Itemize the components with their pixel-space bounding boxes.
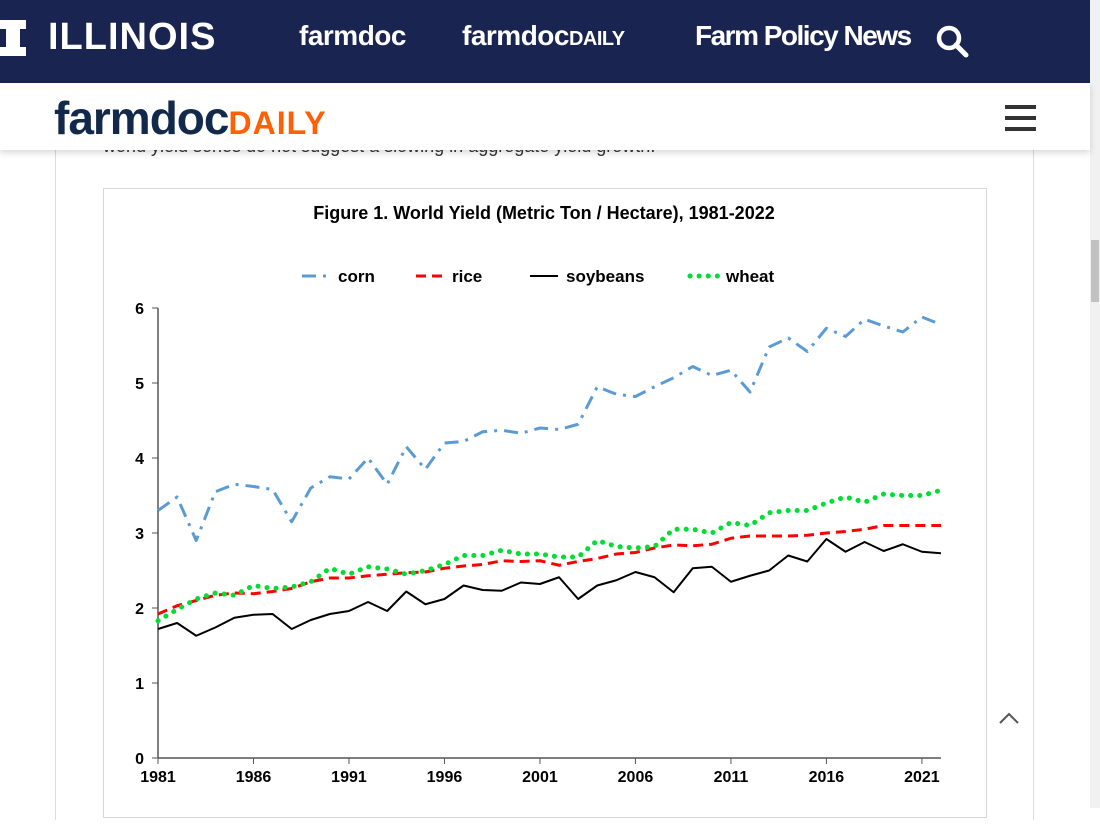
series-lines — [155, 315, 944, 637]
series-line-wheat — [155, 487, 944, 624]
legend-label-corn: corn — [338, 267, 375, 286]
y-tick-label: 4 — [135, 451, 144, 468]
x-tick-label: 1996 — [427, 769, 463, 786]
legend-label-soybeans: soybeans — [566, 267, 644, 286]
axes: 0 1 2 3 4 5 6 1981 1986 1991 1996 2001 2006 2011 2016 2… — [135, 301, 941, 786]
x-tick-label: 2021 — [904, 769, 940, 786]
series-line-rice — [157, 524, 941, 616]
scrollbar-thumb[interactable] — [1091, 240, 1099, 302]
nav-link-farmdoc-daily-label: farmdoc — [462, 20, 569, 51]
x-tick-label: 2001 — [522, 769, 558, 786]
x-tick-label: 2016 — [809, 769, 845, 786]
legend-label-wheat: wheat — [725, 267, 775, 286]
farmdoc-daily-logo[interactable]: farmdocDAILY — [54, 91, 327, 145]
y-tick-label: 6 — [135, 301, 144, 318]
figure-1-chart: Figure 1. World Yield (Metric Ton / Hect… — [103, 188, 987, 818]
chevron-up-icon[interactable] — [996, 706, 1022, 732]
illinois-block-i-logo[interactable] — [0, 20, 26, 56]
nav-link-farmdoc-daily[interactable]: farmdocDAILY — [462, 20, 625, 52]
brand-name: farmdoc — [54, 92, 229, 144]
x-tick-label: 1991 — [331, 769, 367, 786]
article-card — [55, 150, 1034, 820]
brand-suffix: DAILY — [228, 105, 327, 141]
nav-link-farmdoc[interactable]: farmdoc — [299, 20, 406, 51]
y-tick-label: 2 — [135, 601, 144, 618]
y-tick-label: 3 — [135, 526, 144, 543]
search-icon[interactable] — [935, 24, 969, 58]
x-tick-label: 1986 — [236, 769, 272, 786]
legend: corn rice soybeans wheat — [302, 267, 775, 286]
y-tick-label: 0 — [135, 751, 144, 768]
series-line-corn — [157, 315, 942, 542]
chart-svg: Figure 1. World Yield (Metric Ton / Hect… — [135, 203, 944, 786]
nav-link-farm-policy-news[interactable]: Farm Policy News — [695, 20, 912, 51]
chart-title: Figure 1. World Yield (Metric Ton / Hect… — [313, 203, 774, 223]
x-tick-label: 1981 — [140, 769, 176, 786]
scrollbar[interactable] — [1090, 0, 1100, 808]
nav-link-daily-suffix: DAILY — [568, 28, 625, 50]
x-tick-label: 2011 — [714, 769, 749, 786]
y-tick-label: 5 — [135, 376, 144, 393]
hamburger-icon[interactable] — [1005, 105, 1036, 131]
y-tick-label: 1 — [135, 676, 144, 693]
illinois-wordmark[interactable]: ILLINOIS — [48, 16, 217, 58]
series-line-soybeans — [157, 538, 942, 637]
university-topbar: ILLINOIS farmdoc farmdocDAILY Farm Polic… — [0, 0, 1090, 83]
site-header: farmdocDAILY — [0, 83, 1090, 150]
x-tick-label: 2006 — [618, 769, 654, 786]
legend-label-rice: rice — [452, 267, 482, 286]
